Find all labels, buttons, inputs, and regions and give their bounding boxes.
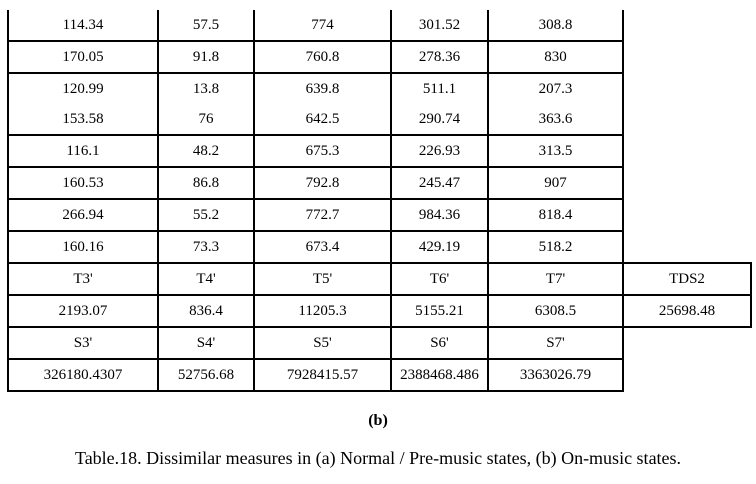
table-cell: 278.36 bbox=[390, 40, 489, 74]
empty-cell bbox=[623, 167, 751, 199]
t-values-row: 2193.07 836.4 11205.3 5155.21 6308.5 256… bbox=[7, 294, 752, 328]
s-label-cell: S5' bbox=[253, 326, 392, 360]
t-labels-row: T3' T4' T5' T6' T7' TDS2 bbox=[7, 262, 752, 296]
dissimilar-measures-table: 114.34 57.5 774 301.52 308.8 170.05 91.8… bbox=[7, 10, 752, 392]
table-cell: 73.3 bbox=[157, 230, 255, 264]
table-row: 266.94 55.2 772.7 984.36 818.4 bbox=[7, 198, 751, 232]
table-cell: 226.93 bbox=[390, 134, 489, 168]
t-value-cell: 6308.5 bbox=[487, 294, 624, 328]
s-value-cell: 7928415.57 bbox=[253, 358, 392, 392]
empty-cell bbox=[623, 231, 751, 263]
table-cell: 363.6 bbox=[487, 104, 624, 136]
table-row: 170.05 91.8 760.8 278.36 830 bbox=[7, 40, 751, 74]
empty-cell bbox=[623, 135, 751, 167]
table-cell: 48.2 bbox=[157, 134, 255, 168]
table-cell: 308.8 bbox=[487, 10, 624, 42]
table-cell: 120.99 bbox=[7, 72, 159, 104]
empty-cell bbox=[623, 41, 751, 73]
empty-cell bbox=[623, 327, 751, 359]
s-values-row: 326180.4307 52756.68 7928415.57 2388468.… bbox=[7, 358, 751, 392]
empty-cell bbox=[623, 73, 751, 104]
table-cell: 675.3 bbox=[253, 134, 392, 168]
table-cell: 639.8 bbox=[253, 72, 392, 104]
table-cell: 245.47 bbox=[390, 166, 489, 200]
table-row: 153.58 76 642.5 290.74 363.6 bbox=[7, 104, 751, 136]
table-cell: 760.8 bbox=[253, 40, 392, 74]
table-cell: 153.58 bbox=[7, 104, 159, 136]
t-value-cell: 2193.07 bbox=[7, 294, 159, 328]
table-cell: 511.1 bbox=[390, 72, 489, 104]
s-labels-row: S3' S4' S5' S6' S7' bbox=[7, 326, 751, 360]
t-value-cell: 5155.21 bbox=[390, 294, 489, 328]
table-cell: 518.2 bbox=[487, 230, 624, 264]
table-cell: 160.16 bbox=[7, 230, 159, 264]
t-value-cell: 836.4 bbox=[157, 294, 255, 328]
tds2-value-cell: 25698.48 bbox=[622, 294, 752, 328]
table-cell: 13.8 bbox=[157, 72, 255, 104]
table-cell: 792.8 bbox=[253, 166, 392, 200]
table-cell: 984.36 bbox=[390, 198, 489, 232]
table-caption: Table.18. Dissimilar measures in (a) Nor… bbox=[74, 448, 682, 468]
table-cell: 774 bbox=[253, 10, 392, 42]
s-label-cell: S6' bbox=[390, 326, 489, 360]
table-cell: 91.8 bbox=[157, 40, 255, 74]
s-label-cell: S7' bbox=[487, 326, 624, 360]
table-cell: 429.19 bbox=[390, 230, 489, 264]
table-cell: 207.3 bbox=[487, 72, 624, 104]
table-row: 114.34 57.5 774 301.52 308.8 bbox=[7, 10, 751, 42]
table-cell: 830 bbox=[487, 40, 624, 74]
table-cell: 266.94 bbox=[7, 198, 159, 232]
table-cell: 818.4 bbox=[487, 198, 624, 232]
table-cell: 57.5 bbox=[157, 10, 255, 42]
t-value-cell: 11205.3 bbox=[253, 294, 392, 328]
s-value-cell: 326180.4307 bbox=[7, 358, 159, 392]
table-cell: 55.2 bbox=[157, 198, 255, 232]
empty-cell bbox=[623, 104, 751, 135]
table-cell: 160.53 bbox=[7, 166, 159, 200]
table-row: 160.16 73.3 673.4 429.19 518.2 bbox=[7, 230, 751, 264]
empty-cell bbox=[623, 199, 751, 231]
table-cell: 170.05 bbox=[7, 40, 159, 74]
table-row: 160.53 86.8 792.8 245.47 907 bbox=[7, 166, 751, 200]
table-row: 116.1 48.2 675.3 226.93 313.5 bbox=[7, 134, 751, 168]
s-value-cell: 2388468.486 bbox=[390, 358, 489, 392]
t-label-cell: T4' bbox=[157, 262, 255, 296]
table-cell: 76 bbox=[157, 104, 255, 136]
tds2-label-cell: TDS2 bbox=[622, 262, 752, 296]
s-value-cell: 3363026.79 bbox=[487, 358, 624, 392]
s-value-cell: 52756.68 bbox=[157, 358, 255, 392]
s-label-cell: S3' bbox=[7, 326, 159, 360]
table-cell: 673.4 bbox=[253, 230, 392, 264]
t-label-cell: T5' bbox=[253, 262, 392, 296]
s-label-cell: S4' bbox=[157, 326, 255, 360]
table-cell: 86.8 bbox=[157, 166, 255, 200]
table-cell: 116.1 bbox=[7, 134, 159, 168]
t-label-cell: T7' bbox=[487, 262, 624, 296]
empty-cell bbox=[623, 10, 751, 41]
table-cell: 642.5 bbox=[253, 104, 392, 136]
table-cell: 907 bbox=[487, 166, 624, 200]
table-cell: 301.52 bbox=[390, 10, 489, 42]
empty-cell bbox=[623, 359, 751, 391]
t-label-cell: T6' bbox=[390, 262, 489, 296]
subfigure-label: (b) bbox=[368, 412, 388, 429]
table-cell: 313.5 bbox=[487, 134, 624, 168]
table-row: 120.99 13.8 639.8 511.1 207.3 bbox=[7, 72, 751, 104]
table-cell: 772.7 bbox=[253, 198, 392, 232]
t-label-cell: T3' bbox=[7, 262, 159, 296]
table-cell: 114.34 bbox=[7, 10, 159, 42]
table-cell: 290.74 bbox=[390, 104, 489, 136]
